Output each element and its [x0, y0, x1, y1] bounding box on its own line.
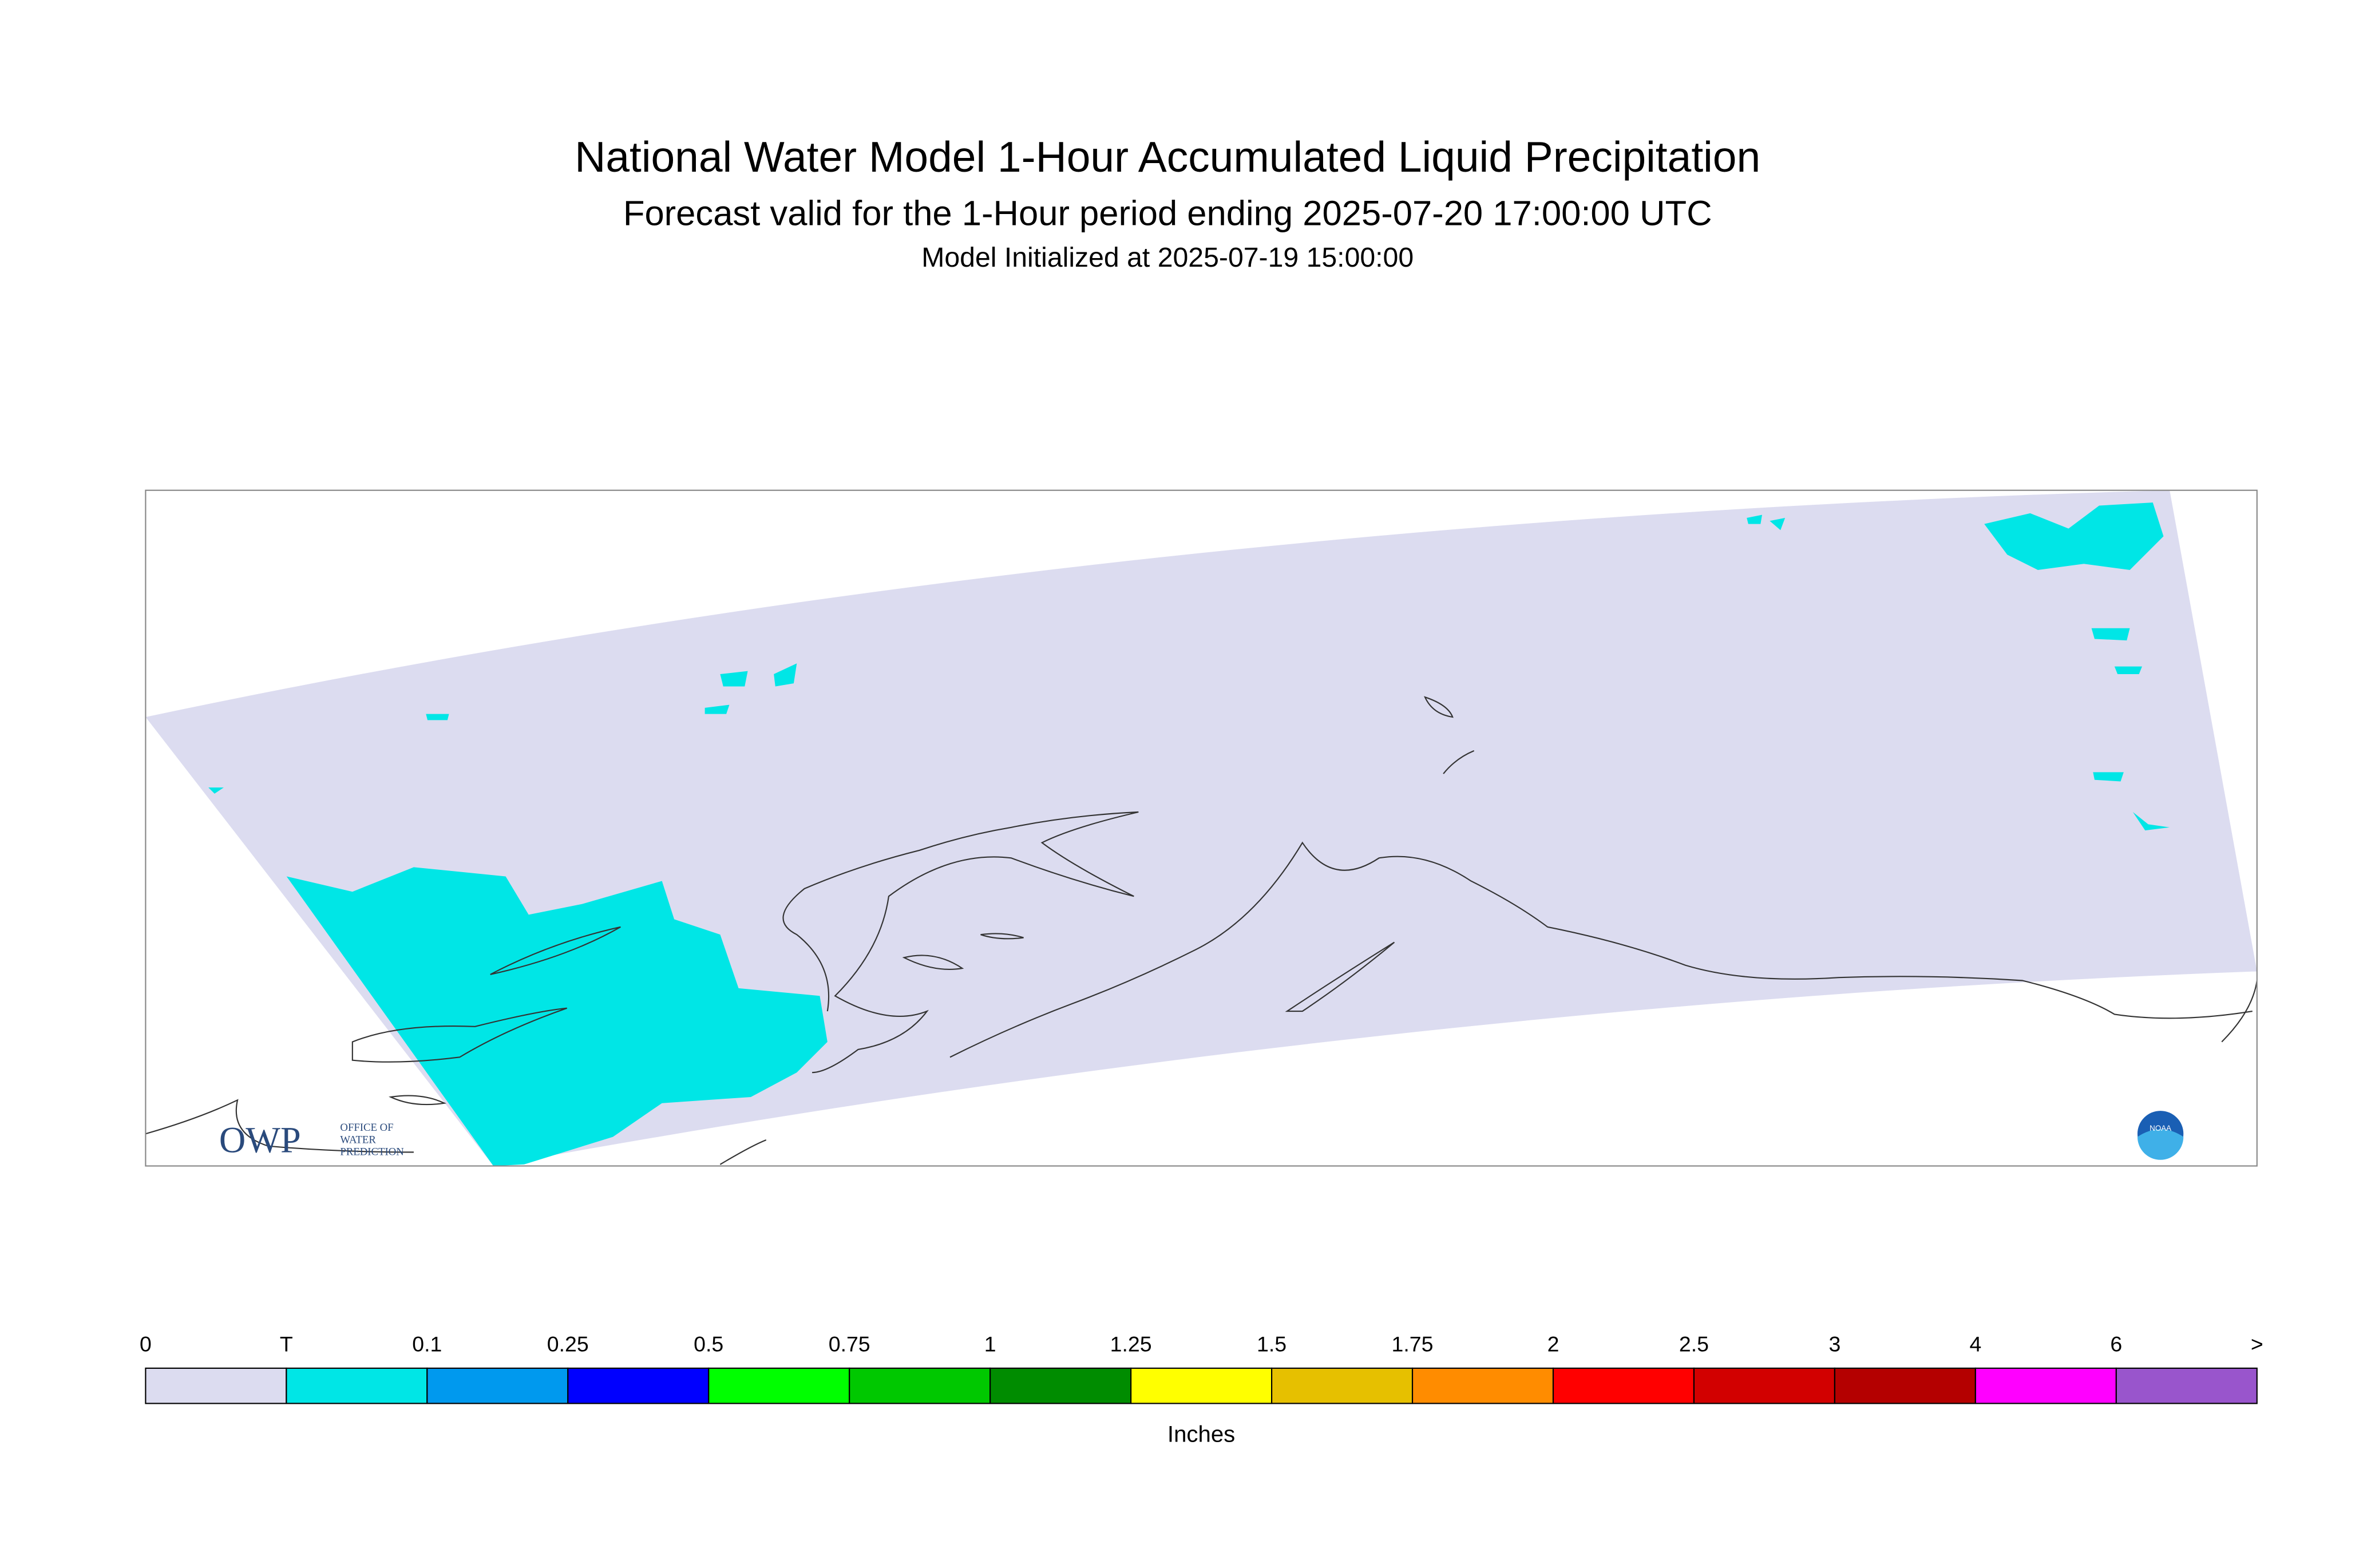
subtitle: Forecast valid for the 1-Hour period end…: [623, 194, 1712, 233]
colorbar-label: 3: [1828, 1332, 1840, 1356]
colorbar-label: T: [280, 1332, 293, 1356]
noaa-wave: [2137, 1129, 2184, 1160]
colorbar-swatch: [145, 1367, 287, 1404]
colorbar-label: >: [2251, 1332, 2263, 1356]
colorbar-swatch: [567, 1367, 710, 1404]
colorbar-label: 1: [984, 1332, 996, 1356]
colorbar-swatch: [1834, 1367, 1976, 1404]
colorbar-unit: Inches: [1167, 1421, 1235, 1447]
owp-line: OFFICE OF: [340, 1122, 393, 1134]
colorbar-swatch: [849, 1367, 991, 1404]
colorbar-swatch: [989, 1367, 1132, 1404]
colorbar-swatch: [1552, 1367, 1695, 1404]
colorbar-label: 0.5: [694, 1332, 723, 1356]
noaa-logo: NOAA: [2137, 1111, 2184, 1160]
owp-text: OWP: [219, 1119, 301, 1160]
colorbar-swatch: [1974, 1367, 2117, 1404]
colorbar-label: 0.75: [829, 1332, 870, 1356]
colorbar-label: 6: [2110, 1332, 2122, 1356]
coastlines: [145, 696, 2257, 1165]
colorbar: 0 T 0.1 0.25 0.5 0.75 1 1.25 1.5 1.75 2 2.5 3 4 6 >: [140, 1332, 2263, 1404]
noaa-text: NOAA: [2150, 1124, 2171, 1133]
colorbar-label: 2: [1547, 1332, 1559, 1356]
colorbar-label: 2.5: [1679, 1332, 1709, 1356]
map: [145, 490, 2257, 1166]
colorbar-label: 1.25: [1110, 1332, 1152, 1356]
colorbar-label: 1.5: [1257, 1332, 1287, 1356]
colorbar-swatch: [1411, 1367, 1554, 1404]
colorbar-swatch: [1130, 1367, 1273, 1404]
init-time: Model Initialized at 2025-07-19 15:00:00: [921, 242, 1414, 273]
map-frame: [145, 489, 2258, 1167]
owp-logo: OWP OFFICE OF WATER PREDICTION: [219, 1119, 404, 1160]
colorbar-swatch: [1271, 1367, 1414, 1404]
colorbar-swatch: [708, 1367, 850, 1404]
owp-line: WATER: [340, 1134, 376, 1146]
colorbar-swatch: [2115, 1367, 2258, 1404]
colorbar-swatch: [1693, 1367, 1835, 1404]
colorbar-label: 0: [140, 1332, 152, 1356]
colorbar-label: 4: [1969, 1332, 1981, 1356]
title: National Water Model 1-Hour Accumulated …: [575, 133, 1760, 181]
owp-line: PREDICTION: [340, 1146, 404, 1158]
colorbar-label: 0.25: [547, 1332, 589, 1356]
colorbar-swatch: [426, 1367, 569, 1404]
colorbar-label: 1.75: [1392, 1332, 1434, 1356]
precip-areas: [208, 502, 2170, 1166]
colorbar-label: 0.1: [412, 1332, 442, 1356]
colorbar-swatch: [286, 1367, 428, 1404]
